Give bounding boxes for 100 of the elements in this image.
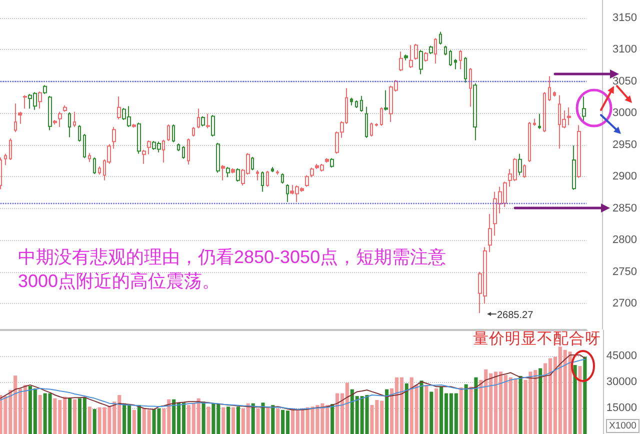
candlestick [384, 90, 388, 112]
candlestick [197, 108, 200, 129]
candlestick [523, 164, 526, 178]
candlestick [305, 174, 309, 188]
candlestick [404, 54, 408, 61]
bar [206, 406, 210, 434]
bar [430, 392, 434, 434]
y-tick-label: 3000 [612, 107, 638, 120]
candlestick [434, 38, 437, 64]
candlestick [221, 164, 225, 181]
candlestick [132, 123, 136, 128]
bar [459, 387, 463, 434]
candlestick [518, 153, 522, 176]
candlestick [201, 116, 205, 127]
candlestick [88, 152, 91, 162]
candlestick [162, 139, 165, 164]
bar [404, 383, 408, 434]
bar [469, 386, 473, 434]
candlestick [167, 124, 170, 142]
candlestick [83, 134, 86, 159]
candlestick [48, 95, 52, 131]
bar [276, 408, 280, 434]
candlestick [271, 166, 274, 173]
annotation: 量价明显不配合呀 [473, 330, 601, 348]
candlestick [261, 170, 264, 192]
candlestick [325, 158, 329, 164]
candlestick [68, 112, 71, 138]
y-tick-label: 3050 [612, 75, 638, 88]
candlestick [454, 58, 457, 70]
candlestick [216, 142, 220, 174]
bar [68, 398, 72, 434]
bar [202, 402, 206, 434]
candlestick [192, 126, 195, 138]
bar [538, 368, 542, 434]
candlestick [582, 96, 586, 122]
candlestick [380, 106, 383, 126]
candlestick [236, 168, 240, 182]
candlestick [182, 146, 185, 160]
candlestick [548, 76, 551, 102]
y-tick-label: 30000 [606, 376, 638, 388]
y-tick-label: 2950 [612, 138, 638, 151]
candlestick [399, 50, 403, 72]
candlestick [429, 45, 433, 54]
candlestick [73, 111, 76, 128]
candlestick [528, 121, 531, 162]
candlestick [577, 124, 581, 178]
bar [518, 376, 522, 434]
bar [251, 403, 255, 434]
candlestick [63, 104, 67, 112]
candlestick [355, 100, 358, 108]
bar [231, 407, 236, 434]
candlestick [543, 92, 546, 133]
candlestick [172, 124, 175, 143]
bar [573, 365, 577, 434]
y-tick-label: 3150 [612, 12, 638, 24]
bar [132, 410, 136, 434]
candlestick [78, 124, 81, 142]
candlestick [18, 111, 22, 124]
candlestick [276, 170, 279, 176]
bar [385, 389, 389, 434]
candlestick [187, 138, 190, 165]
candlestick [473, 82, 477, 141]
candlestick [409, 44, 413, 68]
candlestick [459, 50, 462, 70]
candlestick [310, 167, 314, 178]
candlestick [137, 122, 141, 154]
bar [226, 406, 230, 434]
bar [474, 377, 478, 434]
candlestick [350, 97, 353, 106]
bar [222, 407, 226, 434]
candlestick [538, 113, 541, 130]
y-tick-label: 15000 [606, 402, 638, 414]
candlestick [231, 168, 235, 174]
candlestick [14, 103, 17, 133]
bar [330, 404, 334, 434]
bar [88, 406, 92, 434]
bar [434, 388, 438, 434]
candlestick [38, 90, 42, 110]
bar [424, 384, 428, 434]
candlestick [360, 95, 363, 112]
candlestick [43, 84, 47, 94]
bar [583, 356, 587, 434]
y-tick-label: 45000 [606, 350, 638, 362]
y-tick-label: 3100 [612, 44, 638, 56]
candlestick [281, 172, 284, 184]
candlestick [567, 106, 571, 126]
candlestick [206, 113, 210, 129]
bar [236, 406, 240, 434]
candlestick [9, 138, 12, 161]
candlestick [375, 122, 378, 127]
candlestick [488, 214, 492, 253]
candlestick [4, 153, 7, 166]
candlestick [330, 158, 334, 168]
bar [38, 395, 42, 434]
candlestick [464, 56, 467, 84]
y-tick-label: 2800 [612, 234, 638, 246]
candlestick [553, 90, 556, 98]
candlestick [414, 43, 418, 60]
candlestick [266, 170, 269, 188]
bar [578, 366, 582, 434]
